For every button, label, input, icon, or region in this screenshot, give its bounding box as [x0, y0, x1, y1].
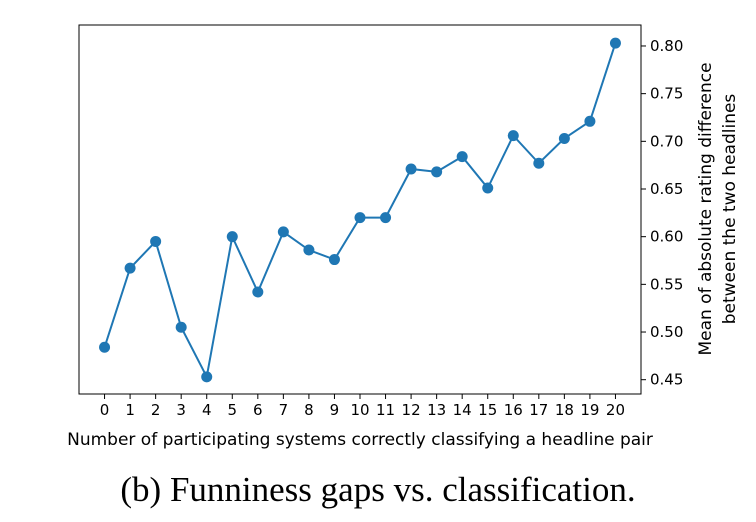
x-axis-label: Number of participating systems correctl…	[67, 430, 653, 450]
data-point	[405, 163, 417, 175]
data-point	[99, 341, 111, 353]
data-point	[533, 157, 545, 169]
x-tick-label: 15	[478, 401, 497, 419]
x-tick-label: 5	[227, 401, 237, 419]
x-tick-label: 9	[330, 401, 340, 419]
x-tick-label: 8	[304, 401, 314, 419]
x-tick-label: 0	[100, 401, 110, 419]
x-tick-label: 6	[253, 401, 263, 419]
y-tick-label: 0.45	[650, 371, 683, 389]
y-tick-label: 0.55	[650, 275, 683, 293]
y-axis-label-line2: between the two headlines	[720, 94, 740, 325]
series-points	[99, 37, 621, 383]
data-point	[354, 212, 366, 224]
x-tick-label: 11	[376, 401, 395, 419]
data-point	[558, 132, 570, 144]
x-tick-label: 4	[202, 401, 212, 419]
data-point	[252, 286, 264, 298]
x-tick-label: 20	[606, 401, 625, 419]
x-axis-ticks: 0 1 2 3 4 5 6 7 8 9 10 11 12 13 14 15 16 17 18 19 20	[100, 394, 625, 419]
x-tick-label: 10	[350, 401, 369, 419]
data-point	[201, 371, 213, 383]
y-tick-label: 0.75	[650, 85, 683, 103]
x-tick-label: 16	[504, 401, 523, 419]
y-axis-ticks: 0.45 0.50 0.55 0.60 0.65 0.70 0.75 0.80	[641, 37, 683, 389]
y-axis-label-line1: Mean of absolute rating difference	[696, 62, 716, 355]
x-tick-label: 2	[151, 401, 161, 419]
data-point	[431, 166, 443, 178]
x-tick-label: 3	[176, 401, 186, 419]
data-point	[150, 235, 162, 247]
data-point	[609, 37, 621, 49]
figure-caption: (b) Funniness gaps vs. classification.	[120, 470, 636, 509]
data-point	[277, 226, 289, 238]
data-point	[482, 182, 494, 194]
x-tick-label: 7	[279, 401, 289, 419]
data-point	[328, 254, 340, 266]
x-tick-label: 19	[580, 401, 599, 419]
data-point	[380, 212, 392, 224]
x-tick-label: 1	[125, 401, 135, 419]
data-point	[124, 262, 136, 274]
y-tick-label: 0.80	[650, 37, 683, 55]
x-tick-label: 14	[453, 401, 472, 419]
data-point	[456, 151, 468, 163]
y-tick-label: 0.65	[650, 180, 683, 198]
y-tick-label: 0.70	[650, 132, 683, 150]
plot-frame	[78, 24, 642, 395]
data-point	[226, 231, 238, 243]
x-tick-label: 17	[529, 401, 548, 419]
data-point	[303, 244, 315, 256]
data-point	[584, 115, 596, 127]
x-tick-label: 18	[555, 401, 574, 419]
y-tick-label: 0.50	[650, 323, 683, 341]
data-point	[175, 321, 187, 333]
y-tick-label: 0.60	[650, 228, 683, 246]
x-tick-label: 12	[402, 401, 421, 419]
x-tick-label: 13	[427, 401, 446, 419]
data-point	[507, 130, 519, 142]
